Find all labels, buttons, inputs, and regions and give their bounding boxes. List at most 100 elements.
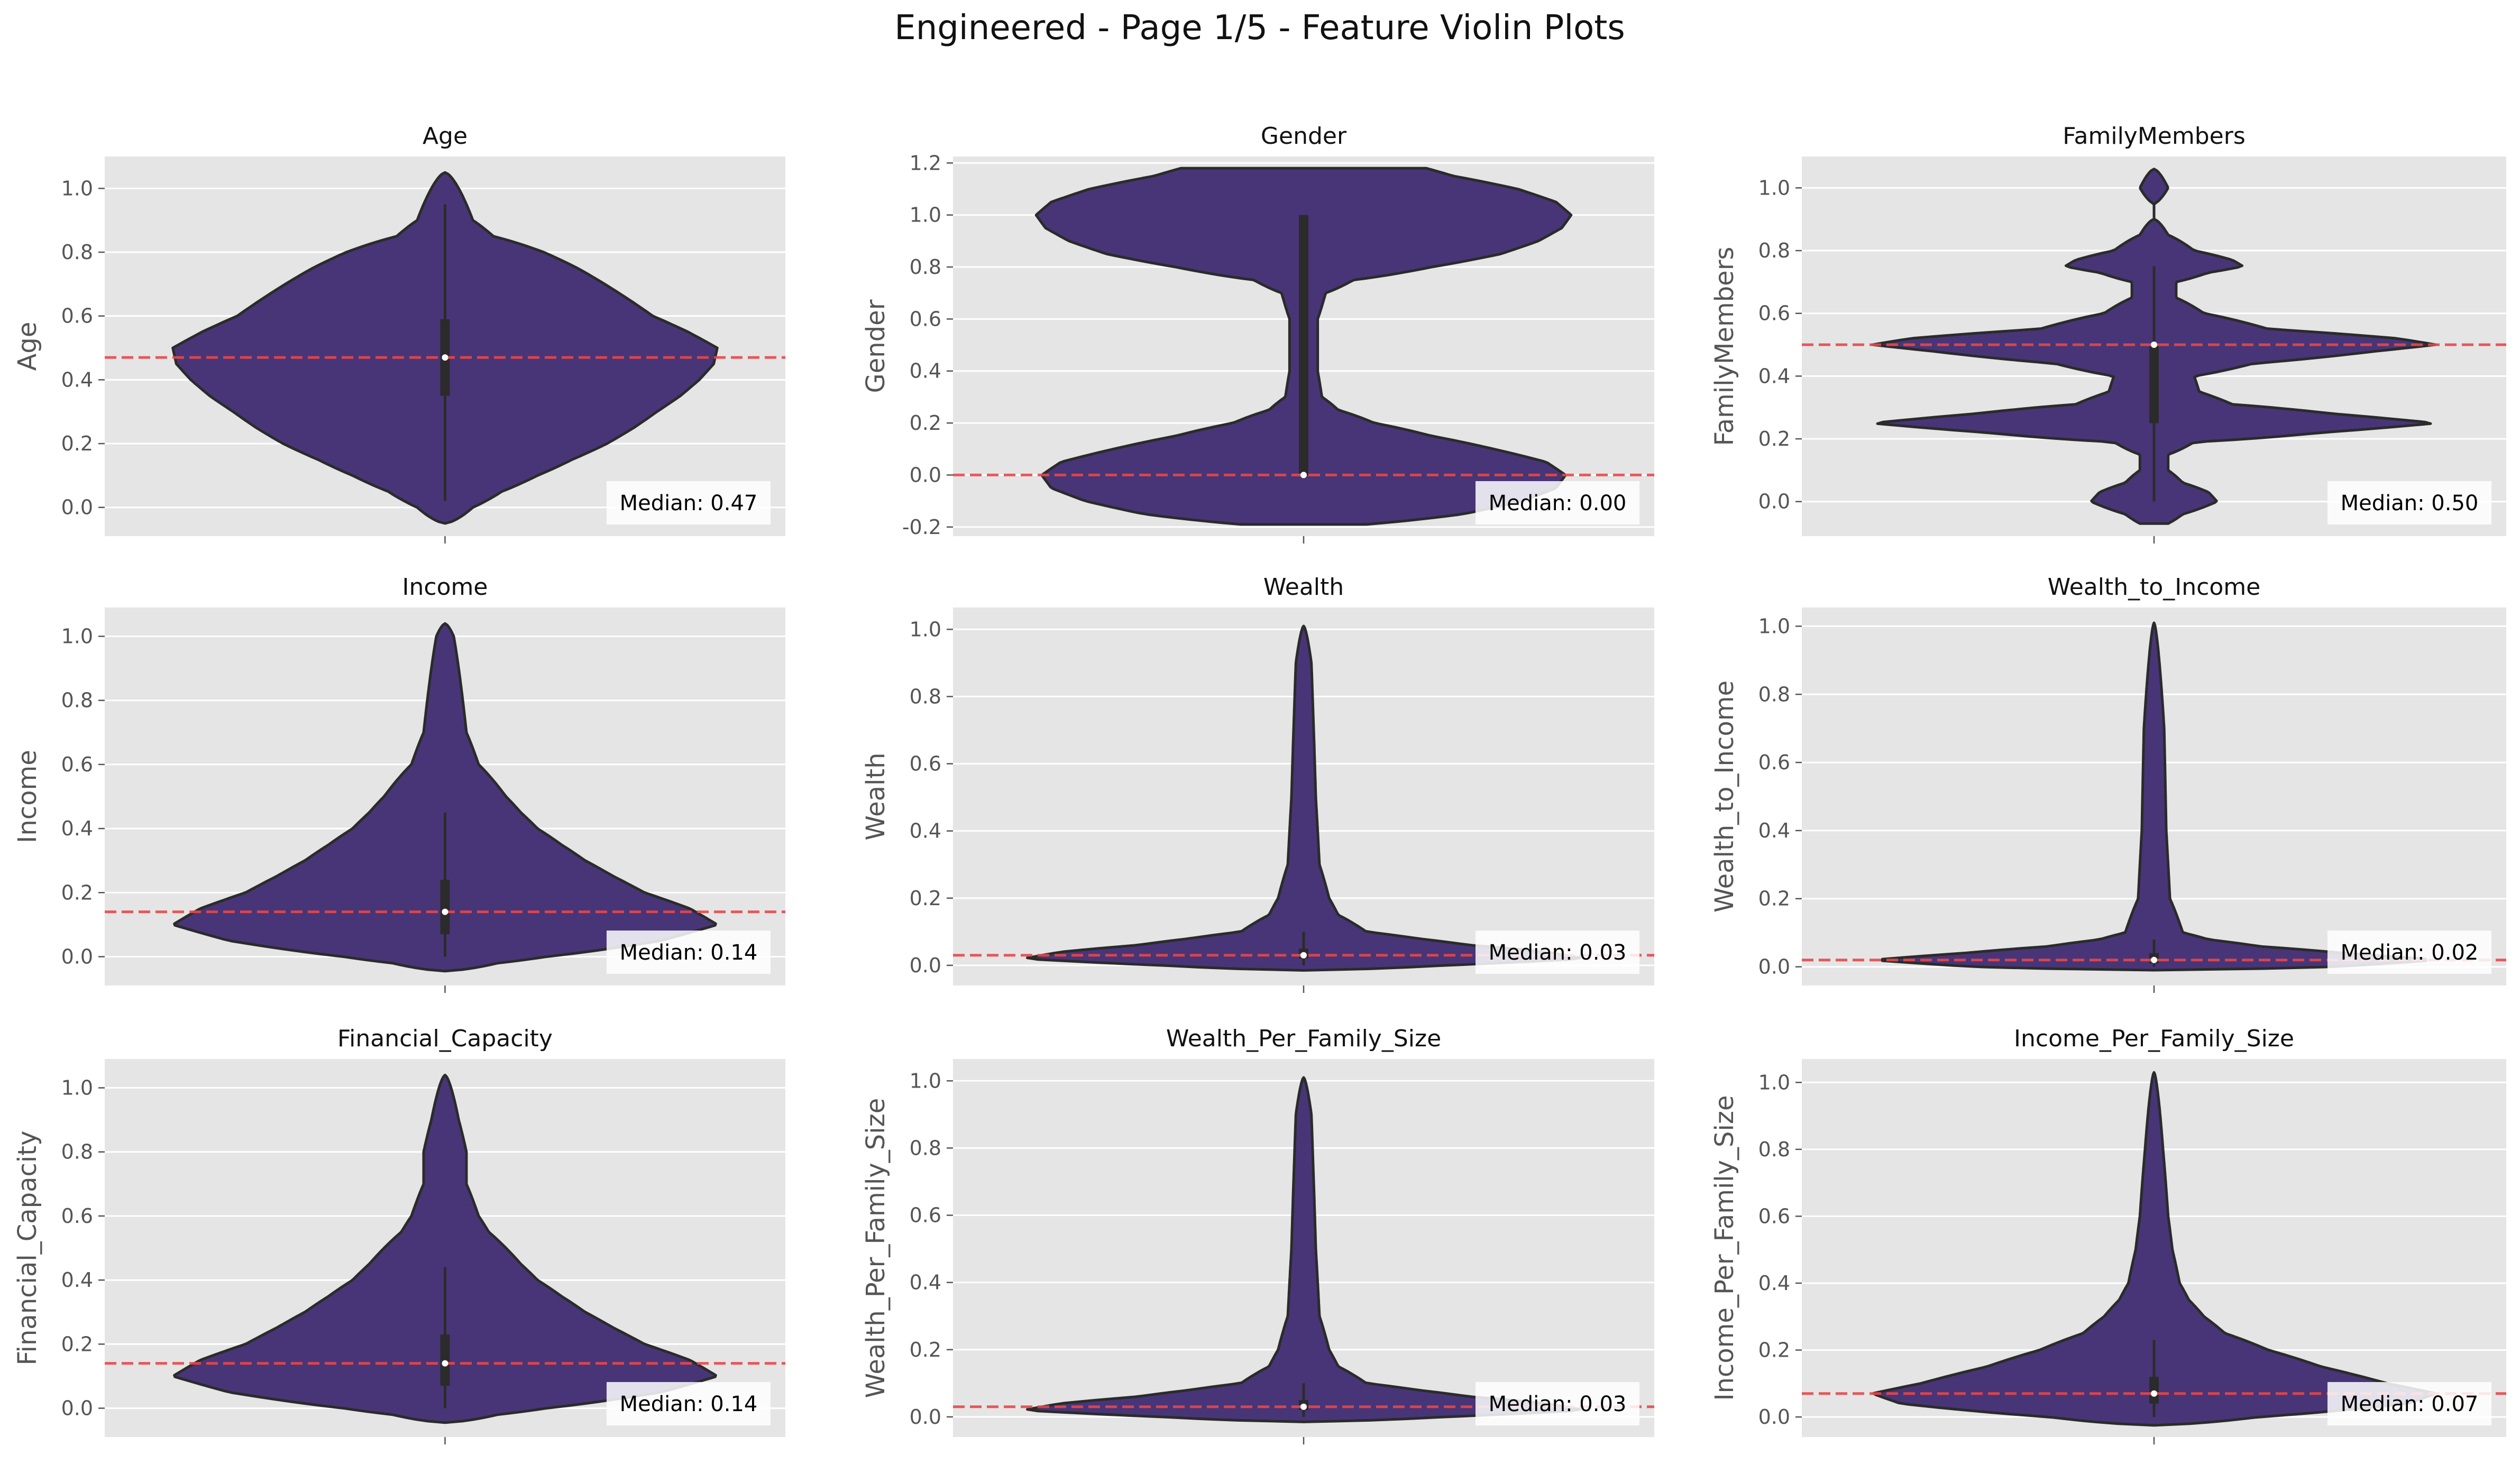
panel-title: FamilyMembers bbox=[2063, 123, 2246, 150]
y-tick-label: 0.6 bbox=[1758, 751, 1790, 774]
y-tick-label: 0.6 bbox=[1758, 302, 1790, 325]
y-tick-label: 0.6 bbox=[61, 1204, 93, 1228]
y-tick-label: 0.6 bbox=[910, 752, 941, 776]
y-tick-label: 0.4 bbox=[61, 817, 93, 840]
y-axis-label: Wealth bbox=[861, 752, 891, 840]
median-marker bbox=[442, 354, 448, 361]
y-tick-label: 0.8 bbox=[1758, 239, 1790, 262]
y-axis-label: Age bbox=[13, 322, 42, 371]
y-tick-label: 0.6 bbox=[910, 307, 941, 330]
y-axis-label: Gender bbox=[861, 299, 891, 393]
y-tick-label: 0.8 bbox=[61, 689, 93, 712]
y-tick-label: 1.0 bbox=[61, 625, 93, 648]
y-tick-label: 0.4 bbox=[61, 1268, 93, 1292]
violin-panel-5: 0.0 0.2 0.4 0.6 0.8 1.0 Wealth Wealth Median: 0.… bbox=[861, 574, 1654, 993]
iqr-box bbox=[2149, 1377, 2159, 1404]
y-tick-label: 0.0 bbox=[910, 954, 941, 977]
y-tick-label: 0.8 bbox=[910, 255, 941, 279]
y-tick-label: 0.0 bbox=[61, 1396, 93, 1420]
violin-panel-8: 0.0 0.2 0.4 0.6 0.8 1.0 Wealth_Per_Family_Size… bbox=[861, 1025, 1654, 1444]
violin-clip-group bbox=[105, 171, 785, 525]
y-tick-label: 0.2 bbox=[61, 1332, 93, 1356]
median-annotation-text: Median: 0.00 bbox=[1489, 491, 1627, 515]
median-annotation-box bbox=[607, 481, 771, 524]
median-marker bbox=[2151, 342, 2157, 348]
y-tick-label: 0.0 bbox=[61, 945, 93, 968]
violin-panels: 0.0 0.2 0.4 0.6 0.8 1.0 Age Age Median: 0.47 -0.2… bbox=[13, 123, 2506, 1444]
figure-title: Engineered - Page 1/5 - Feature Violin P… bbox=[894, 8, 1625, 48]
iqr-box bbox=[2149, 345, 2159, 423]
median-marker bbox=[1300, 472, 1307, 478]
median-annotation-box bbox=[607, 931, 771, 974]
median-marker bbox=[2151, 1390, 2157, 1397]
y-tick-label: 0.0 bbox=[1758, 955, 1790, 979]
y-tick-label: 0.6 bbox=[910, 1204, 941, 1227]
median-annotation-text: Median: 0.03 bbox=[1489, 941, 1627, 965]
y-tick-label: 0.0 bbox=[910, 1405, 941, 1429]
y-tick-label: 0.0 bbox=[61, 496, 93, 519]
panel-title: Gender bbox=[1261, 123, 1347, 150]
y-tick-label: 0.6 bbox=[61, 753, 93, 776]
median-annotation-text: Median: 0.14 bbox=[620, 1392, 758, 1416]
y-tick-label: 0.2 bbox=[910, 411, 941, 435]
median-annotation-box bbox=[1476, 931, 1639, 974]
median-annotation-box bbox=[1476, 1382, 1639, 1425]
y-tick-label: 0.4 bbox=[1758, 819, 1790, 842]
median-marker bbox=[442, 908, 448, 915]
y-tick-label: 1.2 bbox=[910, 151, 941, 174]
y-tick-label: 0.4 bbox=[1758, 364, 1790, 388]
median-annotation-text: Median: 0.03 bbox=[1489, 1392, 1627, 1416]
y-tick-label: 0.8 bbox=[1758, 683, 1790, 706]
violin-body bbox=[1872, 1071, 2436, 1427]
median-marker bbox=[1300, 952, 1307, 959]
panel-title: Age bbox=[423, 123, 468, 150]
violin-panel-4: 0.0 0.2 0.4 0.6 0.8 1.0 Income Income Median: 0.… bbox=[13, 574, 785, 993]
y-tick-label: -0.2 bbox=[902, 515, 941, 539]
y-tick-label: 0.4 bbox=[61, 368, 93, 391]
iqr-box bbox=[440, 1334, 450, 1386]
violin-panel-6: 0.0 0.2 0.4 0.6 0.8 1.0 Wealth_to_Income Wealth… bbox=[1710, 574, 2506, 993]
y-tick-label: 1.0 bbox=[1758, 176, 1790, 199]
panel-title: Income_Per_Family_Size bbox=[2014, 1025, 2294, 1052]
median-marker bbox=[442, 1360, 448, 1367]
median-annotation-box bbox=[2327, 931, 2491, 974]
violin-panel-2: -0.2 0.0 0.2 0.4 0.6 0.8 1.0 1.2 Gender Gender Med… bbox=[861, 123, 1654, 544]
violin-body bbox=[173, 622, 717, 973]
y-tick-label: 0.8 bbox=[910, 685, 941, 708]
violin-clip-group bbox=[953, 167, 1654, 526]
violin-body bbox=[173, 1073, 717, 1424]
y-tick-label: 1.0 bbox=[910, 618, 941, 641]
y-tick-label: 0.8 bbox=[1758, 1138, 1790, 1161]
median-annotation-box bbox=[2327, 481, 2491, 524]
panel-title: Wealth_to_Income bbox=[2048, 574, 2260, 601]
y-tick-label: 0.6 bbox=[61, 305, 93, 328]
y-tick-label: 0.8 bbox=[61, 241, 93, 264]
median-annotation-text: Median: 0.02 bbox=[2341, 941, 2479, 965]
violin-clip-group bbox=[105, 622, 785, 973]
violin-panel-9: 0.0 0.2 0.4 0.6 0.8 1.0 Income_Per_Family_Size… bbox=[1710, 1025, 2506, 1444]
iqr-box bbox=[1299, 215, 1308, 475]
y-tick-label: 1.0 bbox=[910, 204, 941, 227]
violin-body bbox=[1881, 621, 2427, 972]
y-tick-label: 0.0 bbox=[910, 463, 941, 486]
y-tick-label: 0.2 bbox=[910, 1338, 941, 1361]
iqr-box bbox=[440, 880, 450, 935]
median-annotation-box bbox=[1476, 481, 1639, 524]
y-tick-label: 1.0 bbox=[1758, 1071, 1790, 1094]
y-tick-label: 1.0 bbox=[61, 1076, 93, 1100]
y-tick-label: 1.0 bbox=[1758, 614, 1790, 638]
median-annotation-text: Median: 0.07 bbox=[2341, 1392, 2479, 1416]
y-tick-label: 0.6 bbox=[1758, 1204, 1790, 1228]
median-annotation-text: Median: 0.47 bbox=[620, 491, 758, 515]
y-tick-label: 0.2 bbox=[1758, 1338, 1790, 1361]
y-tick-label: 0.4 bbox=[1758, 1272, 1790, 1295]
median-marker bbox=[1300, 1403, 1307, 1410]
violin-clip-group bbox=[1802, 168, 2506, 525]
violin-body bbox=[1026, 624, 1581, 972]
y-axis-label: Income_Per_Family_Size bbox=[1710, 1095, 1739, 1401]
panel-title: Wealth bbox=[1263, 574, 1344, 601]
y-tick-label: 0.8 bbox=[61, 1140, 93, 1164]
y-tick-label: 0.0 bbox=[1758, 490, 1790, 513]
y-axis-label: FamilyMembers bbox=[1710, 247, 1739, 446]
